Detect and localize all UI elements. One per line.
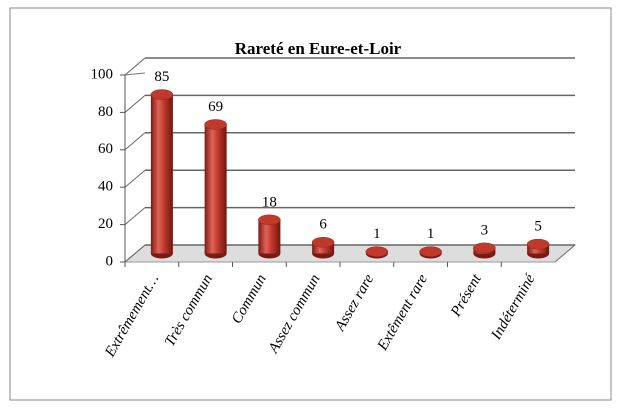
- bar-top: [473, 242, 496, 254]
- data-label: 6: [319, 217, 327, 233]
- grid-line: [124, 207, 146, 225]
- grid-line: [124, 169, 146, 188]
- grid-line: [124, 57, 146, 76]
- data-label: 1: [427, 226, 435, 242]
- wall-edge: [124, 72, 146, 76]
- data-label: 5: [534, 219, 542, 235]
- bar-top: [311, 237, 335, 248]
- grid-line: [124, 132, 146, 151]
- data-label: 18: [262, 194, 277, 210]
- chart-title: Rareté en Eure-et-Loir: [235, 39, 402, 58]
- bar-top: [204, 119, 227, 130]
- y-tick-label: 100: [91, 66, 114, 82]
- y-tick-label: 80: [98, 104, 113, 120]
- bar-top: [150, 89, 174, 100]
- grid-line: [124, 244, 146, 263]
- data-label: 85: [154, 69, 169, 85]
- floor: [123, 244, 577, 263]
- y-tick-label: 0: [106, 253, 114, 269]
- y-tick-label: 40: [98, 179, 113, 195]
- chart-frame: [9, 7, 612, 401]
- bar: [204, 124, 227, 254]
- grid-line: [124, 95, 146, 113]
- data-label: 1: [373, 226, 381, 242]
- y-tick-label: 20: [98, 216, 113, 232]
- bar-top: [419, 246, 442, 257]
- bar-top: [258, 214, 281, 226]
- bar-top: [365, 246, 389, 257]
- right-wall: [554, 244, 576, 263]
- bar: [258, 219, 281, 254]
- bar: [150, 94, 173, 254]
- y-tick-label: 60: [98, 141, 113, 157]
- data-label: 69: [208, 99, 223, 115]
- data-label: 3: [481, 222, 489, 238]
- bar: [312, 242, 335, 254]
- bar-top: [526, 238, 550, 250]
